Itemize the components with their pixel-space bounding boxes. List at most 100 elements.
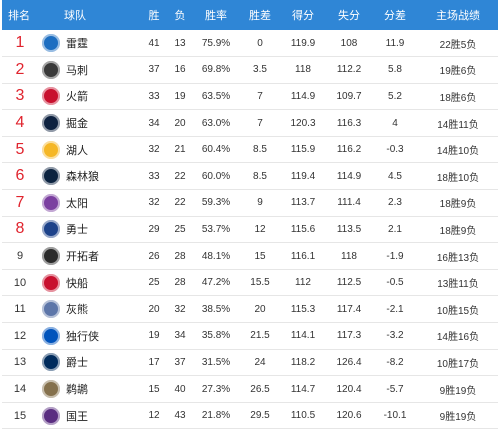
header-team[interactable]: 球队 [64, 10, 86, 22]
point-diff-cell: -1.9 [386, 250, 404, 262]
team-cell[interactable]: 马刺 [38, 57, 140, 84]
team-name[interactable]: 爵士 [66, 357, 88, 370]
wins-cell: 34 [148, 117, 160, 129]
table-row[interactable]: 4 掘金 34 20 63.0% 7 120.3 116.3 4 14胜11负 [2, 110, 498, 137]
team-cell[interactable]: 鹈鹕 [38, 376, 140, 403]
team-name[interactable]: 雷霆 [66, 38, 88, 51]
games-behind-cell: 7 [257, 90, 263, 102]
team-name[interactable]: 鹈鹕 [66, 384, 88, 397]
table-row[interactable]: 6 森林狼 33 22 60.0% 8.5 119.4 114.9 4.5 18胜10负 [2, 163, 498, 190]
rank-cell: 3 [15, 87, 25, 105]
team-cell[interactable]: 国王 [38, 402, 140, 429]
points-against-cell: 109.7 [336, 90, 362, 102]
table-row[interactable]: 11 灰熊 20 32 38.5% 20 115.3 117.4 -2.1 10胜15负 [2, 296, 498, 323]
games-behind-cell: 8.5 [253, 144, 267, 156]
table-row[interactable]: 15 国王 12 43 21.8% 29.5 110.5 120.6 -10.1 9胜19负 [2, 402, 498, 429]
team-cell[interactable]: 快船 [38, 269, 140, 296]
losses-cell: 21 [174, 144, 186, 156]
rank-cell: 2 [15, 60, 25, 78]
table-row[interactable]: 3 火箭 33 19 63.5% 7 114.9 109.7 5.2 18胜6负 [2, 83, 498, 110]
wins-cell: 19 [148, 330, 160, 342]
team-cell[interactable]: 湖人 [38, 136, 140, 163]
point-diff-cell: 2.3 [388, 197, 402, 209]
team-name[interactable]: 勇士 [66, 224, 88, 237]
table-row[interactable]: 7 太阳 32 22 59.3% 9 113.7 111.4 2.3 18胜9负 [2, 190, 498, 217]
team-name[interactable]: 湖人 [66, 144, 88, 157]
header-losses[interactable]: 负 [174, 10, 186, 22]
games-behind-cell: 26.5 [250, 383, 270, 395]
header-win-pct[interactable]: 胜率 [205, 10, 227, 22]
team-name[interactable]: 太阳 [66, 197, 88, 210]
point-diff-cell: 5.2 [388, 90, 402, 102]
table-row[interactable]: 10 快船 25 28 47.2% 15.5 112 112.5 -0.5 13胜11负 [2, 269, 498, 296]
header-home-record[interactable]: 主场战绩 [436, 10, 480, 22]
header-games-behind[interactable]: 胜差 [249, 10, 271, 22]
win-pct-cell: 63.5% [201, 90, 231, 102]
team-name[interactable]: 马刺 [66, 64, 88, 77]
home-record-cell: 22胜5负 [439, 39, 477, 51]
header-wins[interactable]: 胜 [148, 10, 160, 22]
points-against-cell: 112.2 [336, 64, 362, 76]
wins-cell: 29 [148, 223, 160, 235]
table-row[interactable]: 9 开拓者 26 28 48.1% 15 116.1 118 -1.9 16胜13负 [2, 243, 498, 270]
grizzlies-logo-icon [42, 300, 60, 319]
win-pct-cell: 69.8% [201, 64, 231, 76]
point-diff-cell: -2.1 [386, 303, 404, 315]
points-against-cell: 117.4 [336, 303, 362, 315]
losses-cell: 32 [174, 303, 186, 315]
wins-cell: 33 [148, 90, 160, 102]
home-record-cell: 19胜6负 [439, 66, 477, 78]
spurs-logo-icon [42, 60, 60, 79]
header-rank[interactable]: 排名 [8, 10, 30, 22]
table-row[interactable]: 8 勇士 29 25 53.7% 12 115.6 113.5 2.1 18胜9负 [2, 216, 498, 243]
table-row[interactable]: 2 马刺 37 16 69.8% 3.5 118 112.2 5.8 19胜6负 [2, 57, 498, 84]
team-cell[interactable]: 勇士 [38, 216, 140, 243]
team-name[interactable]: 快船 [66, 277, 88, 290]
team-name[interactable]: 独行侠 [66, 330, 99, 343]
rank-cell: 11 [14, 303, 26, 316]
team-name[interactable]: 开拓者 [66, 251, 99, 264]
header-point-diff[interactable]: 分差 [384, 10, 406, 22]
points-for-cell: 120.3 [290, 117, 316, 129]
team-cell[interactable]: 独行侠 [38, 323, 140, 350]
team-cell[interactable]: 掘金 [38, 110, 140, 137]
team-cell[interactable]: 开拓者 [38, 243, 140, 270]
team-name[interactable]: 掘金 [66, 118, 88, 131]
team-cell[interactable]: 太阳 [38, 190, 140, 217]
points-for-cell: 114.7 [290, 383, 316, 395]
point-diff-cell: -10.1 [383, 410, 407, 422]
win-pct-cell: 21.8% [201, 410, 231, 422]
games-behind-cell: 15.5 [250, 277, 270, 289]
win-pct-cell: 63.0% [201, 117, 231, 129]
table-row[interactable]: 5 湖人 32 21 60.4% 8.5 115.9 116.2 -0.3 14胜10负 [2, 136, 498, 163]
thunder-logo-icon [42, 34, 60, 53]
rank-cell: 13 [13, 356, 27, 369]
rank-cell: 12 [13, 329, 27, 342]
points-for-cell: 118.2 [290, 356, 316, 368]
points-for-cell: 110.5 [290, 410, 316, 422]
team-name[interactable]: 森林狼 [66, 171, 99, 184]
table-row[interactable]: 1 雷霆 41 13 75.9% 0 119.9 108 11.9 22胜5负 [2, 30, 498, 57]
team-name[interactable]: 火箭 [66, 91, 88, 104]
team-cell[interactable]: 灰熊 [38, 296, 140, 323]
timberwolves-logo-icon [42, 167, 60, 186]
team-cell[interactable]: 火箭 [38, 83, 140, 110]
header-points-against[interactable]: 失分 [338, 10, 360, 22]
rank-cell: 5 [15, 140, 25, 158]
team-cell[interactable]: 爵士 [38, 349, 140, 376]
point-diff-cell: -0.3 [386, 144, 404, 156]
team-name[interactable]: 国王 [66, 410, 88, 423]
table-row[interactable]: 13 爵士 17 37 31.5% 24 118.2 126.4 -8.2 10胜17负 [2, 349, 498, 376]
table-row[interactable]: 12 独行侠 19 34 35.8% 21.5 114.1 117.3 -3.2 14胜16负 [2, 323, 498, 350]
table-row[interactable]: 14 鹈鹕 15 40 27.3% 26.5 114.7 120.4 -5.7 9胜19负 [2, 376, 498, 403]
wins-cell: 17 [148, 356, 160, 368]
team-name[interactable]: 灰熊 [66, 304, 88, 317]
home-record-cell: 13胜11负 [437, 279, 479, 291]
team-cell[interactable]: 森林狼 [38, 163, 140, 190]
header-points-for[interactable]: 得分 [292, 10, 314, 22]
points-for-cell: 118 [295, 64, 311, 76]
games-behind-cell: 21.5 [250, 330, 270, 342]
losses-cell: 22 [174, 197, 186, 209]
team-cell[interactable]: 雷霆 [38, 30, 140, 57]
